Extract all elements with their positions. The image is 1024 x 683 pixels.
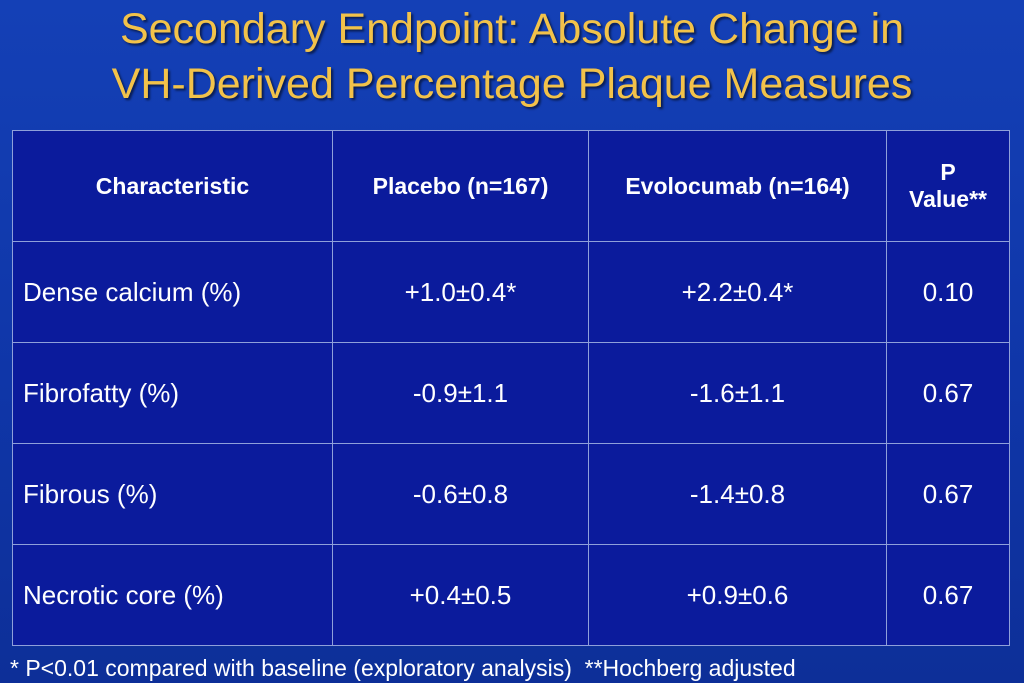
table-row: Fibrous (%) -0.6±0.8 -1.4±0.8 0.67 (12, 443, 1010, 545)
cell-placebo: +0.4±0.5 (332, 544, 589, 646)
cell-characteristic: Dense calcium (%) (12, 241, 333, 343)
cell-evolocumab: -1.6±1.1 (588, 342, 887, 444)
cell-placebo: -0.6±0.8 (332, 443, 589, 545)
header-p-value-line-1: P (940, 159, 956, 185)
cell-evolocumab: +2.2±0.4* (588, 241, 887, 343)
header-characteristic: Characteristic (12, 130, 333, 242)
cell-evolocumab: +0.9±0.6 (588, 544, 887, 646)
table-row: Necrotic core (%) +0.4±0.5 +0.9±0.6 0.67 (12, 544, 1010, 646)
cell-placebo: -0.9±1.1 (332, 342, 589, 444)
slide-title-line-2: VH-Derived Percentage Plaque Measures (111, 60, 913, 108)
cell-p-value: 0.67 (886, 544, 1010, 646)
header-placebo: Placebo (n=167) (332, 130, 589, 242)
table-header-row: Characteristic Placebo (n=167) Evolocuma… (12, 130, 1010, 242)
cell-characteristic: Fibrous (%) (12, 443, 333, 545)
cell-p-value: 0.67 (886, 342, 1010, 444)
header-evolocumab: Evolocumab (n=164) (588, 130, 887, 242)
cell-characteristic: Necrotic core (%) (12, 544, 333, 646)
footnote: * P<0.01 compared with baseline (explora… (10, 655, 796, 681)
table-row: Fibrofatty (%) -0.9±1.1 -1.6±1.1 0.67 (12, 342, 1010, 444)
table-row: Dense calcium (%) +1.0±0.4* +2.2±0.4* 0.… (12, 241, 1010, 343)
cell-placebo: +1.0±0.4* (332, 241, 589, 343)
slide-title: Secondary Endpoint: Absolute Change in V… (0, 2, 1024, 112)
cell-p-value: 0.10 (886, 241, 1010, 343)
cell-characteristic: Fibrofatty (%) (12, 342, 333, 444)
cell-p-value: 0.67 (886, 443, 1010, 545)
results-table: Characteristic Placebo (n=167) Evolocuma… (12, 130, 1010, 646)
slide-title-line-1: Secondary Endpoint: Absolute Change in (119, 5, 905, 53)
cell-evolocumab: -1.4±0.8 (588, 443, 887, 545)
header-p-value-line-2: Value** (909, 186, 987, 212)
header-p-value: P Value** (886, 130, 1010, 242)
